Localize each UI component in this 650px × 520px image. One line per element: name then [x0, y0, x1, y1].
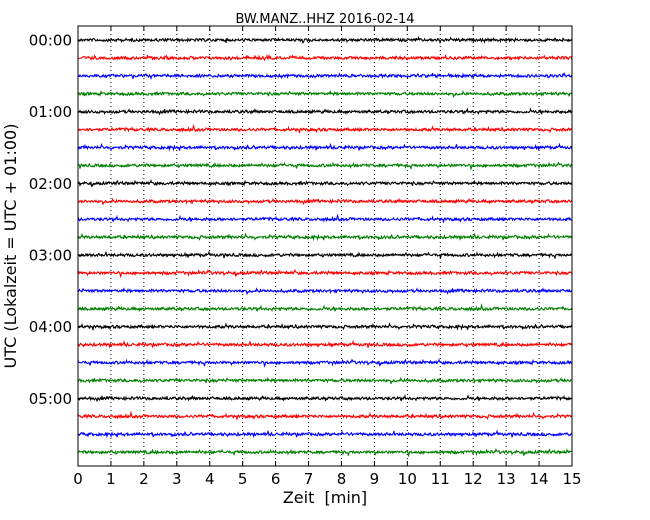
seismic-trace: [77, 107, 573, 116]
y-tick-label: 01:00: [29, 103, 72, 121]
seismic-trace: [77, 339, 573, 349]
seismic-trace: [77, 448, 573, 458]
vertical-grid: [110, 26, 540, 466]
x-tick-label: 7: [304, 470, 314, 488]
seismic-trace: [77, 429, 573, 439]
x-tick-label: 11: [431, 470, 450, 488]
x-tick-label: 6: [271, 470, 281, 488]
y-tick-label: 04:00: [29, 318, 72, 336]
seismic-trace: [77, 322, 573, 331]
chart-title: BW.MANZ..HHZ 2016-02-14: [235, 12, 414, 27]
seismic-trace: [77, 72, 573, 81]
y-axis-ticks: 00:00 01:00 02:00 03:00 04:00 05:00: [29, 32, 572, 408]
seismic-trace: [77, 89, 573, 98]
x-tick-label: 9: [370, 470, 380, 488]
x-tick-label: 8: [337, 470, 347, 488]
x-axis-ticks: 0 1 2 3 4 5 6 7 8 9 10 11 12 13 14 15: [73, 26, 582, 488]
x-tick-label: 2: [139, 470, 149, 488]
seismic-trace: [77, 268, 573, 279]
seismic-trace: [77, 410, 573, 421]
x-tick-label: 0: [73, 470, 83, 488]
seismic-trace: [77, 142, 573, 152]
seismic-trace: [77, 376, 572, 385]
x-tick-label: 12: [464, 470, 483, 488]
seismic-trace: [77, 358, 573, 368]
seismic-trace: [77, 303, 573, 313]
trace-group: [77, 35, 573, 458]
x-tick-label: 15: [562, 470, 581, 488]
seismic-trace: [77, 232, 573, 242]
y-axis-label: UTC (Lokalzeit = UTC + 01:00): [1, 124, 20, 369]
seismic-trace: [77, 213, 573, 223]
plot-frame: [77, 25, 573, 467]
seismic-trace: [77, 123, 573, 134]
x-tick-label: 14: [530, 470, 549, 488]
seismic-trace: [77, 35, 573, 44]
seismic-trace: [77, 53, 573, 62]
seismic-trace: [77, 161, 573, 171]
x-tick-label: 3: [172, 470, 182, 488]
x-axis-label: Zeit [min]: [283, 488, 367, 507]
y-tick-label: 05:00: [29, 390, 72, 408]
seismic-trace: [77, 178, 573, 188]
seismic-trace: [77, 287, 573, 295]
y-tick-label: 00:00: [29, 32, 72, 50]
seismic-trace: [77, 250, 573, 259]
x-tick-label: 5: [238, 470, 248, 488]
x-tick-label: 4: [205, 470, 215, 488]
x-tick-label: 13: [497, 470, 516, 488]
x-tick-label: 1: [106, 470, 116, 488]
y-tick-label: 02:00: [29, 175, 72, 193]
y-tick-label: 03:00: [29, 247, 72, 265]
seismic-trace: [77, 393, 573, 403]
seismic-trace: [77, 197, 573, 206]
x-tick-label: 10: [398, 470, 417, 488]
